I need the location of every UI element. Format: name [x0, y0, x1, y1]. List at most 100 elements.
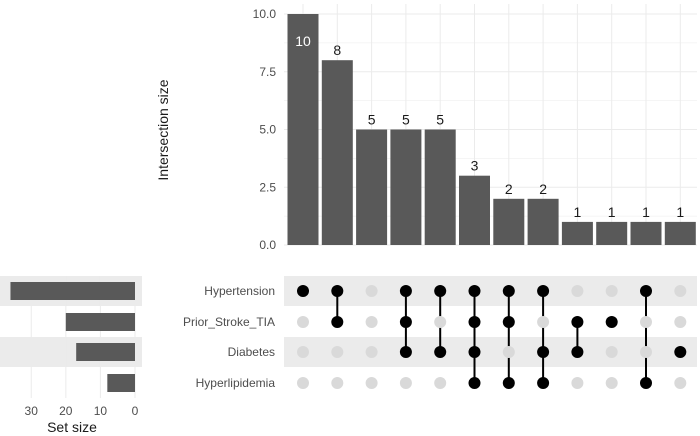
- matrix-dot-off: [537, 316, 550, 328]
- matrix-dot-on: [468, 346, 481, 358]
- intersection-bar-label: 1: [574, 204, 582, 220]
- y-tick-label: 0.0: [259, 238, 276, 252]
- matrix-dot-on: [537, 377, 550, 389]
- matrix-dot-on: [537, 285, 550, 297]
- matrix-row-stripes: [0, 276, 697, 367]
- matrix-dot-on: [571, 316, 584, 328]
- matrix-dot-off: [640, 346, 652, 358]
- intersection-matrix: [297, 285, 687, 389]
- matrix-dot-off: [605, 346, 618, 358]
- matrix-dot-on: [434, 285, 447, 297]
- intersection-bar-label: 5: [436, 112, 444, 128]
- matrix-dot-off: [434, 316, 447, 328]
- intersection-bar: [596, 221, 628, 245]
- intersection-bar: [424, 129, 456, 245]
- intersection-bar: [527, 198, 559, 245]
- matrix-dot-off: [297, 377, 309, 389]
- matrix-dot-on: [468, 316, 481, 328]
- intersection-bar: [287, 14, 319, 245]
- set-labels: Hypertension Prior_Stroke_TIA Diabetes Hype…: [183, 284, 275, 390]
- set-size-bar: [10, 282, 136, 300]
- intersection-bar-label: 3: [471, 158, 479, 174]
- intersection-bar-label: 2: [505, 181, 513, 197]
- matrix-dot-off: [365, 346, 378, 358]
- set-size-bars: [10, 282, 136, 392]
- set-size-bar: [65, 313, 135, 331]
- matrix-dot-on: [502, 285, 515, 297]
- intersection-bar-label: 1: [676, 204, 684, 220]
- matrix-dot-off: [434, 377, 447, 389]
- intersection-bar-label: 5: [402, 112, 410, 128]
- intersection-bar: [630, 221, 662, 245]
- intersection-bar: [356, 129, 388, 245]
- matrix-dot-on: [297, 285, 309, 297]
- intersection-bar-label: 10: [295, 33, 311, 49]
- intersection-bar: [664, 221, 696, 245]
- set-size-bar: [107, 374, 135, 392]
- intersection-bar: [493, 198, 525, 245]
- intersection-bar-label: 1: [642, 204, 650, 220]
- intersection-bar: [390, 129, 422, 245]
- matrix-dot-off: [605, 285, 618, 297]
- matrix-dot-on: [331, 316, 344, 328]
- matrix-dot-on: [502, 377, 515, 389]
- matrix-stripe: [284, 337, 697, 367]
- set-size-x-ticks: 30 20 10 0: [25, 404, 139, 418]
- matrix-dot-off: [571, 377, 584, 389]
- matrix-dot-off: [674, 285, 687, 297]
- y-tick-label: 7.5: [259, 65, 276, 79]
- matrix-dot-on: [331, 285, 344, 297]
- intersection-axis-title: Intersection size: [155, 79, 171, 180]
- intersection-bar-label: 2: [539, 181, 547, 197]
- set-axis-title: Set size: [47, 419, 97, 435]
- set-x-tick-label: 10: [94, 404, 108, 418]
- matrix-dot-off: [297, 316, 309, 328]
- matrix-dot-off: [331, 377, 344, 389]
- matrix-dot-on: [399, 285, 412, 297]
- intersection-bar: [321, 60, 353, 246]
- matrix-dot-on: [605, 316, 618, 328]
- y-tick-label: 5.0: [259, 123, 276, 137]
- matrix-dot-off: [571, 285, 584, 297]
- matrix-dot-on: [434, 346, 447, 358]
- intersection-y-ticks: 0.0 2.5 5.0 7.5 10.0: [253, 7, 277, 252]
- matrix-dot-off: [365, 377, 378, 389]
- set-label: Hyperlipidemia: [196, 376, 276, 390]
- set-x-tick-label: 0: [132, 404, 139, 418]
- matrix-stripe: [284, 276, 697, 306]
- intersection-bars: [287, 14, 696, 246]
- matrix-dot-on: [502, 316, 515, 328]
- matrix-dot-off: [502, 346, 515, 358]
- intersection-bar-labels: 10 8 5 5 5 3 2 2 1 1 1 1: [295, 33, 684, 220]
- intersection-bar: [561, 221, 593, 245]
- matrix-dot-on: [468, 377, 481, 389]
- matrix-dot-on: [571, 346, 584, 358]
- matrix-dot-on: [399, 346, 412, 358]
- matrix-dot-on: [468, 285, 481, 297]
- matrix-dot-on: [640, 377, 652, 389]
- matrix-dot-off: [674, 316, 687, 328]
- intersection-bar-label: 5: [368, 112, 376, 128]
- set-label: Prior_Stroke_TIA: [183, 315, 275, 329]
- set-x-tick-label: 30: [25, 404, 39, 418]
- matrix-dot-off: [297, 346, 309, 358]
- intersection-bar-label: 1: [608, 204, 616, 220]
- set-label: Diabetes: [228, 345, 275, 359]
- intersection-bar: [459, 175, 490, 245]
- y-tick-label: 10.0: [253, 7, 277, 21]
- intersection-bar-label: 8: [333, 42, 341, 58]
- matrix-dot-off: [399, 377, 412, 389]
- y-tick-label: 2.5: [259, 180, 276, 194]
- matrix-dot-off: [674, 377, 687, 389]
- matrix-dot-off: [365, 316, 378, 328]
- matrix-dot-off: [331, 346, 344, 358]
- matrix-dot-off: [605, 377, 618, 389]
- matrix-dot-on: [537, 346, 550, 358]
- matrix-dot-off: [365, 285, 378, 297]
- matrix-dot-on: [399, 316, 412, 328]
- set-x-tick-label: 20: [59, 404, 73, 418]
- matrix-dot-off: [640, 316, 652, 328]
- matrix-dot-on: [640, 285, 652, 297]
- matrix-dot-on: [674, 346, 687, 358]
